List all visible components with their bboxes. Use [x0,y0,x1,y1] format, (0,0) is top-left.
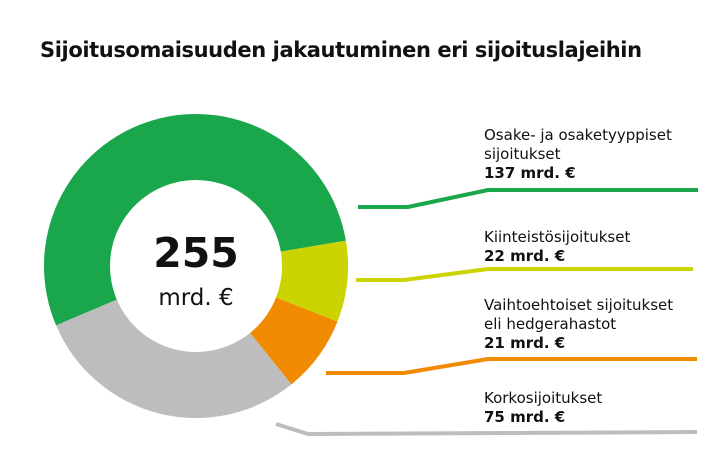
center-total-unit: mrd. € [158,285,234,311]
slice-real-estate [276,240,348,322]
legend-label-name-line: eli hedgerahastot [484,315,617,333]
legend-label-name: Vaihtoehtoiset sijoitukset eli hedgerahas… [484,296,673,334]
legend-label-equity: Osake- ja osaketyyppiset sijoitukset 137 … [484,126,672,183]
center-total-value: 255 [153,229,239,277]
legend-label-name-line: Kiinteistösijoitukset [484,228,631,246]
leader-line-alternative [326,357,697,375]
legend-label-name-line: sijoitukset [484,145,561,163]
legend-label-name: Korkosijoitukset [484,389,602,408]
legend-label-name-line: Korkosijoitukset [484,389,603,407]
legend-label-alternative: Vaihtoehtoiset sijoitukset eli hedgerahas… [484,296,673,353]
legend-label-real-estate: Kiinteistösijoitukset 22 mrd. € [484,228,630,266]
slice-equity [43,114,346,326]
legend-label-value: 75 mrd. € [484,408,566,426]
slice-alternative [249,297,338,385]
leader-line-real-estate [356,267,693,282]
legend-label-name-line: Vaihtoehtoiset sijoitukset eli hedgerahas… [484,296,673,334]
legend-label-value: 137 mrd. € [484,164,576,182]
chart-title: Sijoitusomaisuuden jakautuminen eri sijo… [40,38,642,62]
legend-label-name: Osake- ja osaketyyppiset sijoitukset [484,126,672,164]
leader-line-fixed-income [275,422,698,437]
legend-label-value: 22 mrd. € [484,247,566,265]
slice-fixed-income [56,299,292,419]
legend-label-value: 21 mrd. € [484,334,566,352]
legend-label-name-line: Vaihtoehtoiset sijoitukset [484,296,674,314]
legend-label-name-line: Osake- ja osaketyyppiset [484,126,672,144]
legend-label-name: Kiinteistösijoitukset [484,228,630,247]
leader-line-equity [358,188,698,209]
legend-label-fixed-income: Korkosijoitukset 75 mrd. € [484,389,602,427]
legend-label-name-line: Osake- ja osaketyyppiset sijoitukset [484,126,672,164]
